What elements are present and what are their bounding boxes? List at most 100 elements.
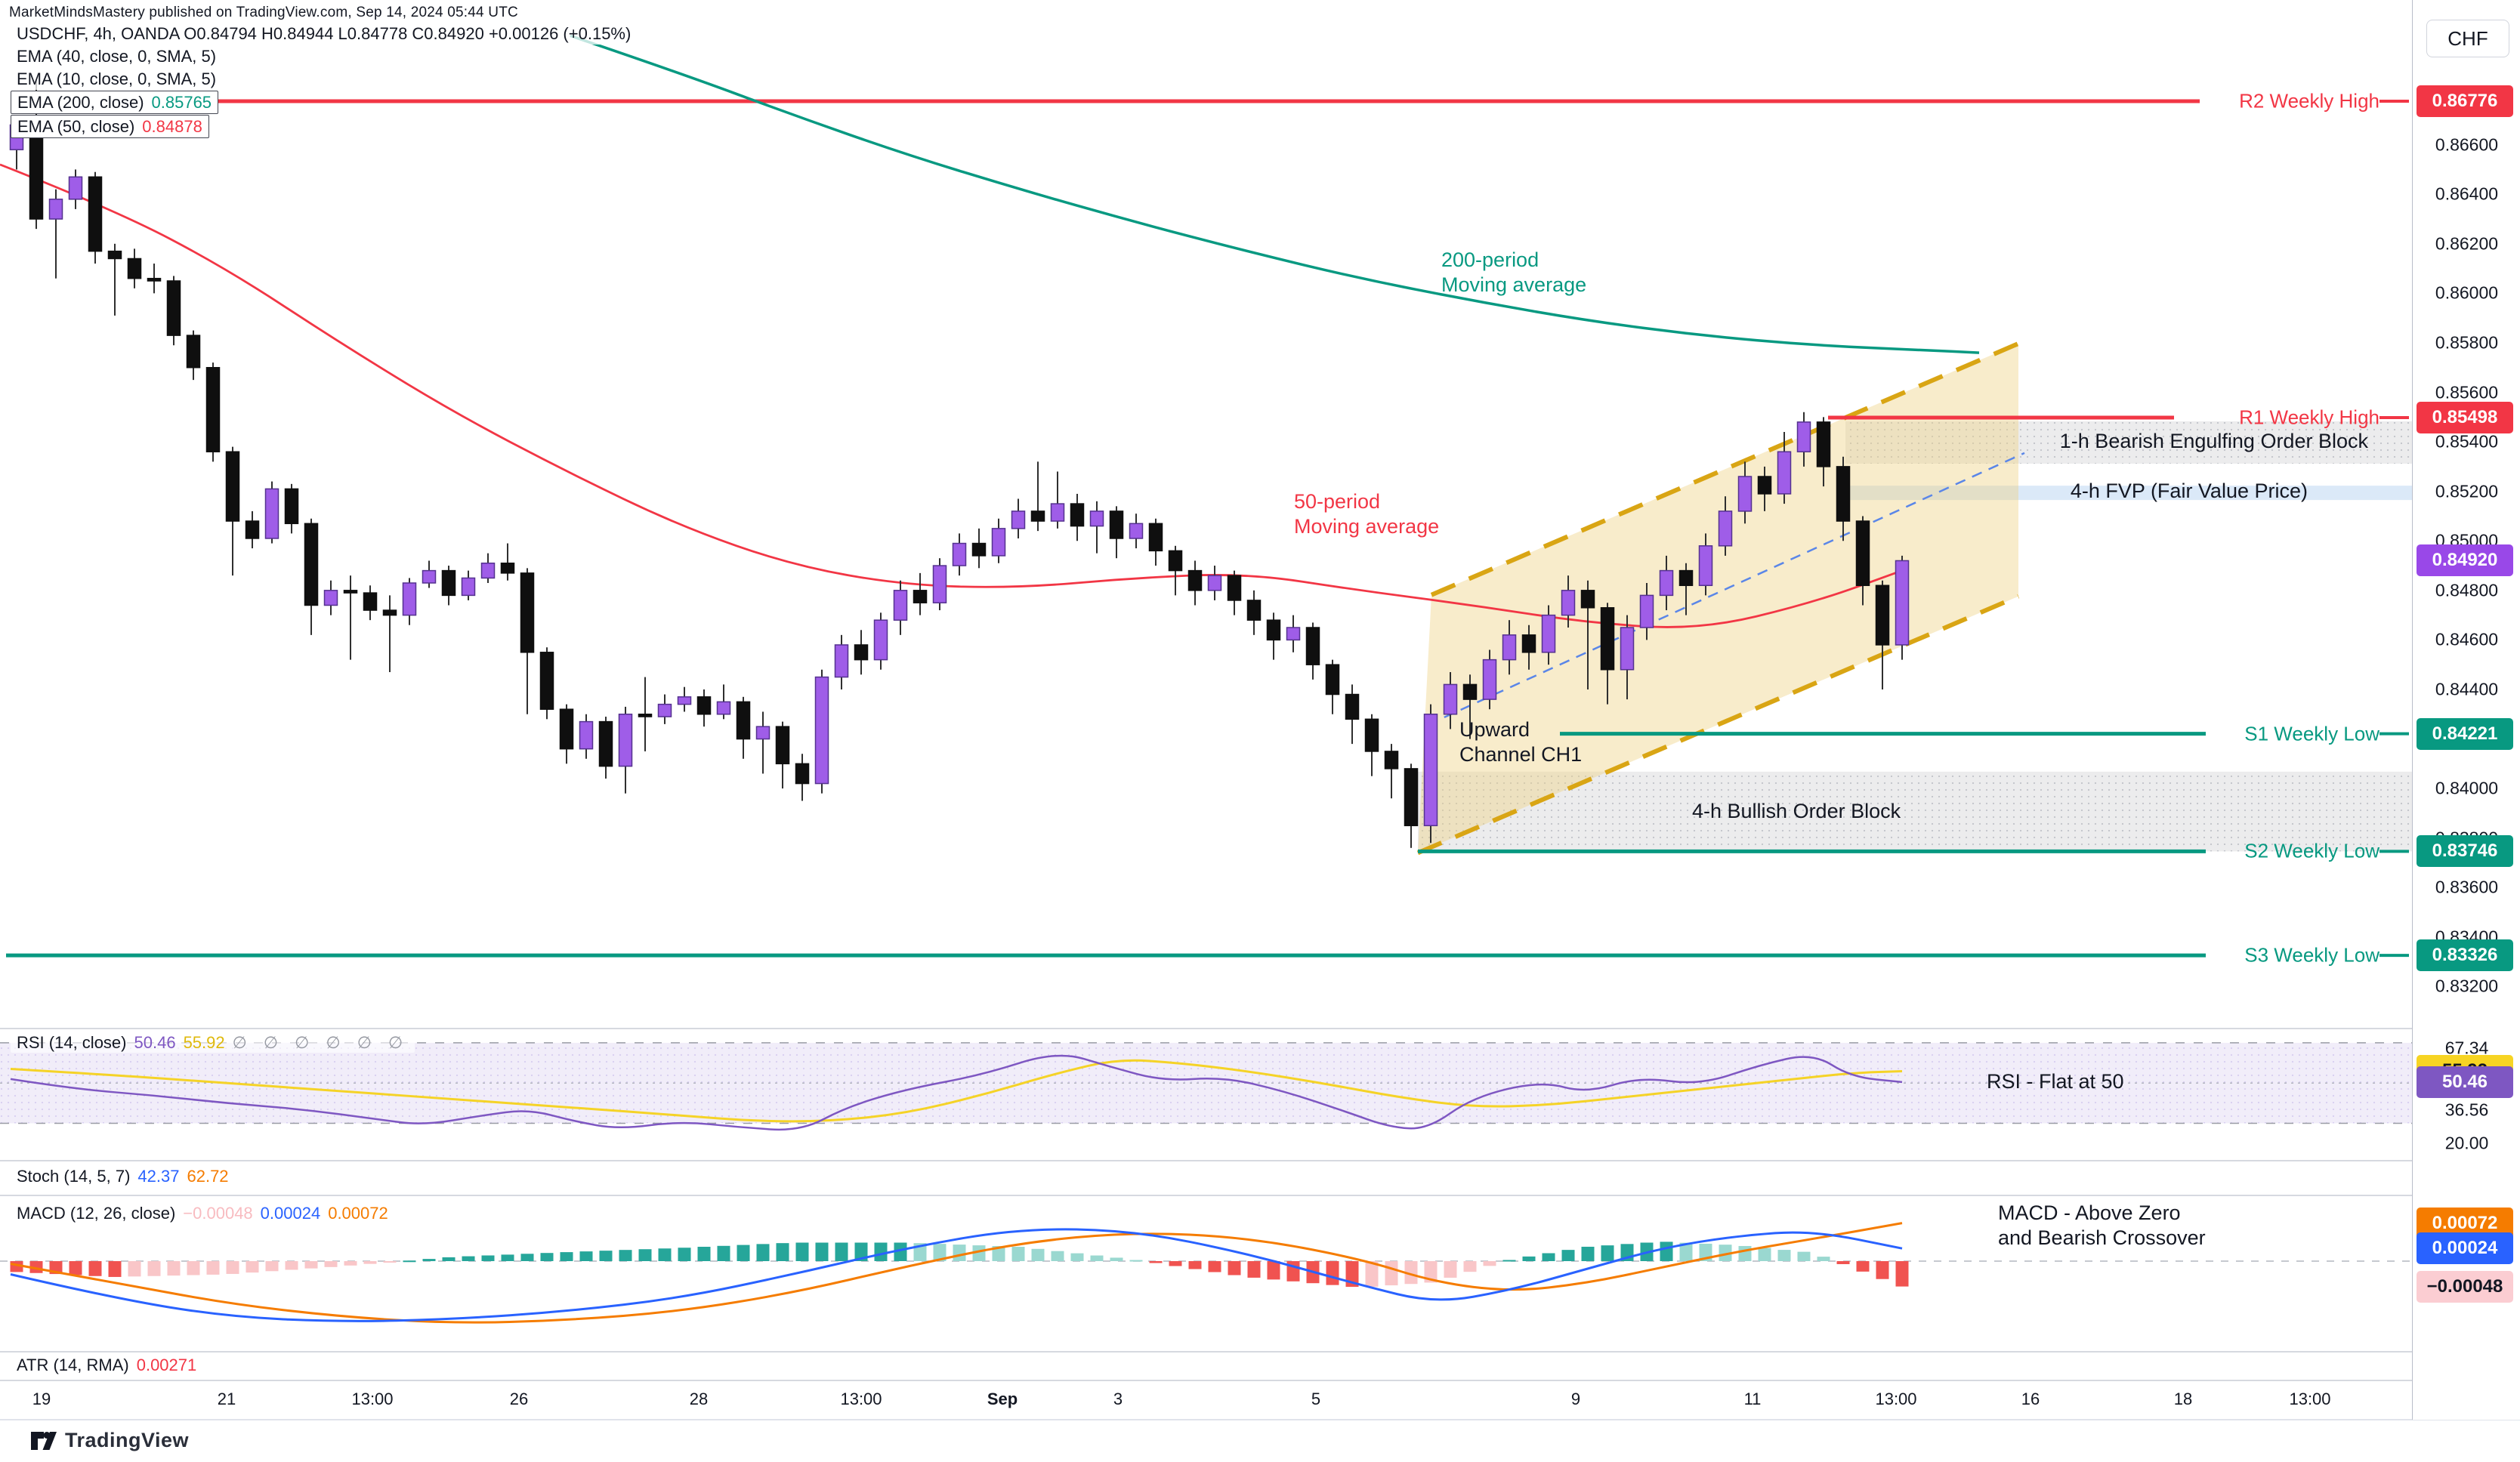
candle-body [1286, 627, 1301, 641]
rsi-empty-values: ∅ ∅ ∅ ∅ ∅ ∅ [232, 1033, 409, 1052]
time-axis-label[interactable]: 18 [2173, 1390, 2193, 1408]
candle-body [29, 124, 44, 220]
candle-body [579, 720, 594, 750]
rsi-legend[interactable]: RSI (14, close) 50.46 55.92 ∅ ∅ ∅ ∅ ∅ ∅ [11, 1033, 415, 1053]
time-axis-label[interactable]: 21 [217, 1390, 236, 1408]
legend-ema10[interactable]: EMA (10, close, 0, SMA, 5) [11, 68, 223, 90]
time-axis-label[interactable]: 13:00 [840, 1390, 882, 1408]
candle-body [1266, 619, 1281, 641]
time-axis-label[interactable]: 19 [32, 1390, 51, 1408]
macd-legend[interactable]: MACD (12, 26, close) −0.00048 0.00024 0.000… [11, 1204, 394, 1223]
candle-body [1423, 714, 1438, 827]
legend-ema200[interactable]: EMA (200, close) 0.85765 [11, 91, 219, 114]
time-axis-label[interactable]: 3 [1113, 1390, 1123, 1408]
macd-hist-bar [1385, 1261, 1398, 1286]
macd-hist-bar [972, 1245, 986, 1261]
macd-hist-bar [1188, 1261, 1202, 1269]
annotation-bearish-order-block: 1-h Bearish Engulfing Order Block [2059, 430, 2368, 452]
macd-hist-bar [422, 1259, 436, 1261]
time-axis-label[interactable]: 28 [689, 1390, 709, 1408]
macd-hist-bar [501, 1254, 514, 1261]
macd-hist-bar [658, 1248, 672, 1261]
channel-lower-line[interactable] [1416, 594, 2020, 856]
macd-hist-value: −0.00048 [183, 1204, 253, 1223]
candle-body [657, 703, 672, 717]
macd-signal-line[interactable] [10, 1222, 1903, 1324]
time-axis-label[interactable]: 16 [2021, 1390, 2040, 1408]
candle-body [1325, 664, 1340, 696]
candle-body [1855, 520, 1870, 587]
candle-body [814, 676, 829, 785]
atr-legend[interactable]: ATR (14, RMA) 0.00271 [11, 1356, 203, 1375]
candle-body [775, 726, 790, 765]
annotation-fvp: 4-h FVP (Fair Value Price) [2070, 480, 2308, 502]
rsi-badge: 50.46 [2417, 1066, 2513, 1098]
price-badge: 0.84920 [2417, 544, 2513, 577]
candle-body [854, 644, 869, 661]
currency-button[interactable]: CHF [2426, 20, 2509, 57]
candle-body [343, 590, 358, 594]
time-axis-label[interactable]: 9 [1570, 1390, 1581, 1408]
candle-body [952, 542, 967, 566]
time-axis-label[interactable]: Sep [987, 1390, 1018, 1408]
candle-body [1345, 693, 1360, 720]
rsi-line[interactable] [10, 1054, 1903, 1131]
macd-hist-bar [1876, 1261, 1889, 1279]
stoch-legend[interactable]: Stoch (14, 5, 7) 42.37 62.72 [11, 1167, 235, 1186]
channel-midline[interactable] [1427, 452, 2025, 726]
candle-body [1148, 523, 1163, 552]
level-label: S3 Weekly Low [2244, 943, 2379, 967]
tradingview-footer[interactable]: TradingView [30, 1429, 189, 1452]
macd-hist-bar [697, 1247, 711, 1261]
candle-body [1561, 590, 1576, 616]
macd-hist-bar [226, 1261, 239, 1274]
macd-hist-bar [403, 1260, 416, 1263]
macd-hist-bar [1110, 1257, 1123, 1261]
time-axis-label[interactable]: 13:00 [2289, 1390, 2331, 1408]
price-badge: 0.83326 [2417, 939, 2513, 972]
macd-hist-bar [1404, 1261, 1418, 1285]
candle-body [441, 569, 456, 597]
annotation-ma50: 50-period Moving average [1294, 490, 1440, 538]
macd-hist-bar [756, 1244, 770, 1261]
macd-hist-bar [1856, 1261, 1870, 1272]
candle-body [1384, 751, 1399, 770]
macd-hist-bar [1149, 1261, 1163, 1263]
macd-hist-bar [992, 1246, 1005, 1261]
price-axis[interactable]: CHF 0.86600 0.86400 0.86200 0.86000 0.85800 0… [2412, 0, 2520, 1420]
time-axis-label[interactable]: 11 [1743, 1390, 1762, 1408]
time-axis-label[interactable]: 13:00 [1875, 1390, 1917, 1408]
time-axis-label[interactable]: 5 [1311, 1390, 1321, 1408]
macd-hist-bar [1267, 1261, 1280, 1280]
rsi-ma-line[interactable] [10, 1059, 1903, 1123]
symbol-ohlc-row[interactable]: USDCHF, 4h, OANDA O0.84794 H0.84944 L0.8… [11, 23, 638, 45]
candle-body [264, 488, 279, 539]
time-axis-label[interactable]: 13:00 [351, 1390, 394, 1408]
legend-ema50[interactable]: EMA (50, close) 0.84878 [11, 115, 209, 138]
macd-hist-bar [1247, 1261, 1261, 1278]
ema200-line[interactable] [570, 34, 1980, 354]
macd-hist-bar [874, 1242, 888, 1261]
candle-body [755, 726, 771, 740]
macd-hist-bar [108, 1261, 122, 1277]
macd-hist-bar [1326, 1261, 1339, 1285]
channel-upper-line[interactable] [1430, 341, 2020, 597]
macd-hist-bar [363, 1261, 377, 1264]
legend-ema40[interactable]: EMA (40, close, 0, SMA, 5) [11, 45, 223, 67]
level-label: S1 Weekly Low [2244, 722, 2379, 745]
candle-body [1109, 510, 1124, 539]
candle-body [1639, 594, 1654, 628]
rsi-tick: 20.00 [2444, 1133, 2489, 1153]
macd-hist-bar [246, 1261, 259, 1273]
stoch-d-value: 62.72 [187, 1167, 229, 1186]
macd-hist-bar [1797, 1251, 1811, 1261]
attribution-text: MarketMindsMastery published on TradingV… [9, 5, 518, 20]
price-tick: 0.83200 [2435, 976, 2499, 996]
candle-body [1600, 607, 1615, 671]
macd-signal-value: 0.00072 [328, 1204, 388, 1223]
time-axis-label[interactable]: 26 [509, 1390, 529, 1408]
candle-body [520, 572, 535, 653]
macd-line[interactable] [10, 1228, 1903, 1322]
